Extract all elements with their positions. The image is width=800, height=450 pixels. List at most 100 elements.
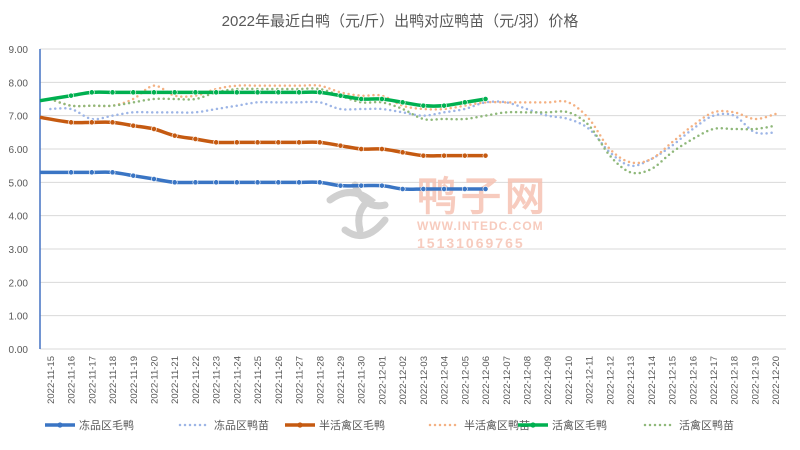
data-point [109,89,116,96]
data-point [441,152,447,159]
data-point [130,89,137,96]
data-point [441,186,447,192]
data-point [482,152,489,159]
x-tick-label: 2022-11-29 [336,356,347,404]
x-tick-label: 2022-11-16 [67,356,78,404]
legend-label: 活禽区鸭苗 [679,418,734,432]
legend-item: 冻品区毛鸭 [45,418,134,432]
legend-label: 冻品区毛鸭 [79,418,134,432]
data-point [296,179,302,186]
series-line [49,83,777,165]
series-line [49,87,777,175]
watermark-brand: 鸭子网 [417,175,549,219]
y-axis: 0.00 1.00 2.00 3.00 4.00 5.00 6.00 7.00 8.00 9.00 [9,45,29,356]
x-tick-label: 2022-11-25 [253,356,264,404]
data-point [88,169,95,176]
data-point [192,89,199,96]
data-point [171,132,178,139]
data-point [275,179,282,186]
x-tick-label: 2022-11-18 [108,356,119,404]
data-point [254,139,261,146]
y-tick-label: 5.00 [9,178,29,189]
x-tick-label: 2022-12-05 [460,356,471,405]
x-tick-label: 2022-12-12 [605,356,616,405]
watermark: 鸭子网 WWW.INTEDC.COM 15131069765 [326,175,549,251]
series-line [39,90,486,108]
watermark-url: WWW.INTEDC.COM [417,219,544,233]
x-tick-label: 2022-11-23 [212,356,223,404]
data-point [68,119,74,126]
data-point [358,96,365,102]
data-point [171,179,178,186]
x-tick-label: 2022-11-26 [274,356,285,404]
legend-item: 活禽区鸭苗 [643,418,734,432]
data-point [399,186,406,192]
x-tick-label: 2022-11-24 [232,356,243,404]
x-tick-label: 2022-12-07 [502,356,513,405]
data-point [379,146,385,152]
data-point [68,169,74,176]
legend-label: 冻品区鸭苗 [214,418,269,432]
y-tick-label: 0.00 [9,345,29,356]
legend-label: 活禽区毛鸭 [552,418,607,432]
data-point [399,99,406,106]
series-0 [39,169,489,192]
y-tick-label: 3.00 [9,245,29,256]
data-point [482,186,489,192]
data-point [233,139,240,146]
data-point [358,146,365,152]
data-point [254,179,261,186]
x-tick-label: 2022-12-01 [377,356,388,405]
data-point [130,122,137,129]
data-point [151,89,157,96]
y-tick-label: 8.00 [9,78,29,89]
data-point [420,152,427,159]
data-point [379,182,385,189]
data-point [337,182,344,189]
x-tick-label: 2022-11-28 [315,356,326,404]
series-line [39,170,486,191]
x-tick-label: 2022-12-14 [647,356,658,405]
watermark-logo [326,181,389,240]
series-1 [49,100,777,168]
x-tick-label: 2022-12-15 [668,356,679,405]
data-point [88,89,95,96]
y-tick-label: 6.00 [9,145,29,156]
data-point [316,89,323,96]
series-layer [39,83,777,192]
series-line [39,115,486,158]
x-axis: 2022-11-15 2022-11-16 2022-11-17 2022-11-18… [46,356,782,405]
x-tick-label: 2022-12-10 [564,356,575,405]
legend-label: 半活禽区毛鸭 [319,418,385,432]
y-tick-label: 4.00 [9,212,29,223]
x-tick-label: 2022-12-17 [709,356,720,405]
data-point [358,182,365,189]
x-tick-label: 2022-11-20 [149,356,160,404]
legend-marker [57,422,63,428]
data-point [213,89,220,96]
legend-item: 半活禽区毛鸭 [285,418,385,432]
x-tick-label: 2022-11-30 [357,356,368,404]
legend: 冻品区毛鸭 冻品区鸭苗 半活禽区毛鸭 半活禽区鸭苗 活禽区毛鸭 活禽区鸭苗 [45,418,734,432]
data-point [130,172,137,179]
x-tick-label: 2022-11-15 [46,356,57,404]
x-tick-label: 2022-11-21 [170,356,181,404]
data-point [192,179,199,186]
series-2 [39,115,489,159]
data-point [233,179,240,186]
data-point [275,89,282,96]
data-point [68,92,74,99]
series-5 [49,87,777,175]
data-point [420,186,427,192]
x-tick-label: 2022-12-16 [688,356,699,405]
data-point [109,119,116,126]
data-point [337,92,344,99]
data-point [316,179,323,186]
legend-label: 半活禽区鸭苗 [464,418,530,432]
legend-marker [530,422,536,428]
data-point [151,126,157,132]
data-point [213,179,220,186]
data-point [213,139,220,146]
data-point [275,139,282,146]
